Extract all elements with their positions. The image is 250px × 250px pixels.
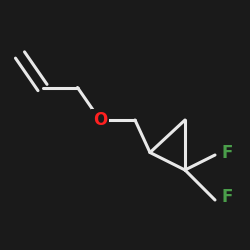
- Text: F: F: [221, 188, 232, 206]
- Text: F: F: [221, 144, 232, 162]
- Text: O: O: [93, 111, 107, 129]
